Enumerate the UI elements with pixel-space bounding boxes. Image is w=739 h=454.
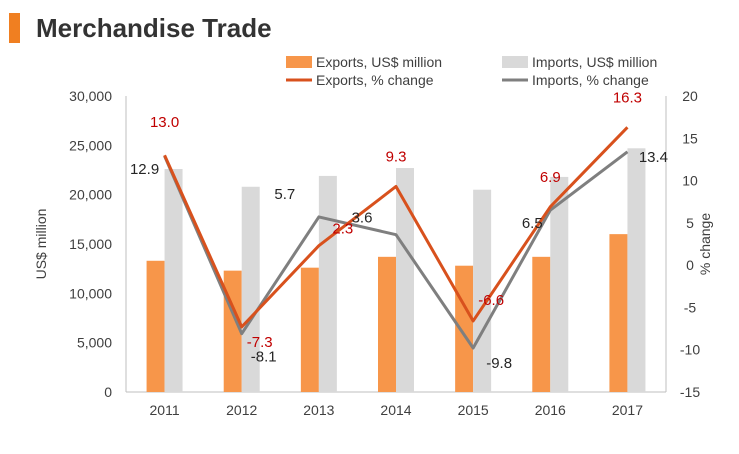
x-tick-label: 2016: [535, 402, 566, 418]
legend-exports-bar-label: Exports, US$ million: [316, 54, 442, 70]
exports-change-label: -6.6: [478, 292, 504, 309]
imports-change-label: 6.5: [522, 215, 543, 232]
left-tick-label: 30,000: [69, 88, 112, 104]
left-tick-label: 15,000: [69, 236, 112, 252]
lines: [163, 126, 629, 350]
export-bar-2012: [223, 270, 242, 392]
left-tick-label: 20,000: [69, 187, 112, 203]
exports-change-label: 2.3: [332, 221, 353, 238]
legend-imports-line-label: Imports, % change: [532, 72, 649, 88]
export-bar-2013: [300, 267, 319, 392]
imports-change-label: 12.9: [130, 161, 159, 178]
imports-change-label: 13.4: [639, 149, 668, 166]
imports-change-label: -8.1: [251, 349, 277, 366]
import-bar-2016: [550, 176, 569, 392]
export-bar-2017: [609, 234, 628, 392]
right-tick-label: 20: [682, 88, 698, 104]
import-bar-2014: [396, 168, 414, 392]
right-tick-label: -5: [684, 299, 697, 315]
exports-change-line: [163, 126, 629, 329]
import-bar-2012: [241, 186, 260, 392]
imports-change-label: 3.6: [352, 210, 373, 227]
bars: [146, 148, 646, 392]
x-tick-label: 2013: [303, 402, 334, 418]
data-labels: 13.0 -7.3 2.3 9.3 -6.6 6.9 16.3 12.9 -8.1 5.7 3.6 -…: [130, 89, 668, 372]
left-tick-label: 25,000: [69, 137, 112, 153]
exports-change-label: 6.9: [540, 169, 561, 186]
export-bar-2011: [146, 260, 165, 392]
right-tick-label: 5: [686, 215, 694, 231]
right-tick-label: 0: [686, 257, 694, 273]
exports-change-label: 13.0: [150, 114, 179, 131]
x-tick-label: 2015: [458, 402, 489, 418]
left-tick-label: 0: [104, 384, 112, 400]
import-bar-2017: [627, 148, 646, 392]
right-tick-label: -10: [680, 342, 700, 358]
left-tick-label: 10,000: [69, 285, 112, 301]
right-tick-label: -15: [680, 384, 700, 400]
export-bar-2014: [378, 256, 396, 392]
import-bar-2013: [318, 175, 337, 392]
legend-imports-bar-label: Imports, US$ million: [532, 54, 657, 70]
right-tick-label: 15: [682, 130, 698, 146]
legend-exports-bar-swatch: [286, 56, 312, 68]
x-tick-label: 2014: [380, 402, 411, 418]
legend: Exports, US$ million Imports, US$ million…: [286, 54, 657, 88]
x-tick-label: 2017: [612, 402, 643, 418]
exports-change-label: 16.3: [613, 89, 642, 106]
right-tick-label: 10: [682, 173, 698, 189]
imports-change-label: 5.7: [274, 186, 295, 203]
page-title: Merchandise Trade: [36, 13, 272, 43]
y-axis-title: US$ million: [33, 209, 49, 280]
y2-axis-title: % change: [697, 213, 713, 275]
exports-change-label: 9.3: [386, 148, 407, 165]
title-accent-bar: [9, 13, 20, 43]
import-bar-2011: [164, 169, 183, 392]
left-tick-label: 5,000: [77, 335, 112, 351]
export-bar-2015: [455, 265, 474, 392]
axes: 0 5,000 10,000 15,000 20,000 25,000 30,000 -15 -…: [33, 88, 713, 418]
x-tick-label: 2012: [226, 402, 257, 418]
imports-change-line: [163, 150, 629, 350]
export-bar-2016: [532, 256, 551, 392]
x-tick-label: 2011: [150, 402, 180, 418]
exports-change-label: -7.3: [247, 334, 273, 351]
legend-imports-bar-swatch: [502, 56, 528, 68]
legend-exports-line-label: Exports, % change: [316, 72, 434, 88]
imports-change-label: -9.8: [486, 355, 512, 372]
